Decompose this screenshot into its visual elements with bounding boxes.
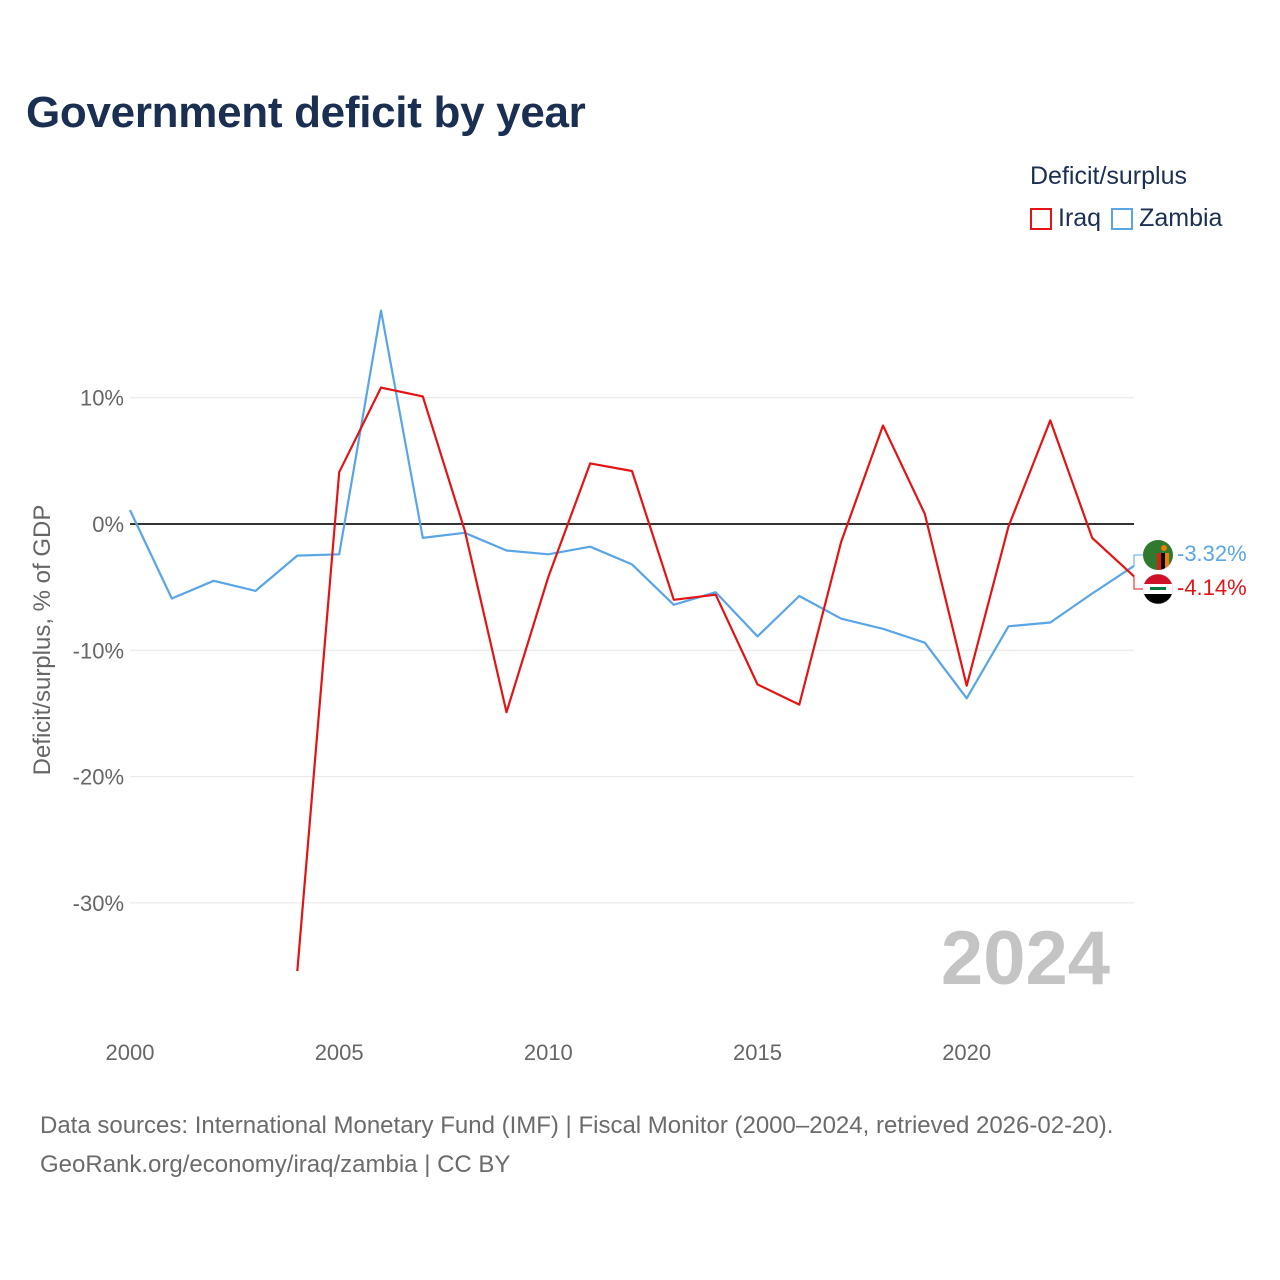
end-markers: -3.32% -4.14%	[1133, 540, 1247, 605]
footer: Data sources: International Monetary Fun…	[40, 1106, 1113, 1184]
series-line-iraq	[296, 386, 1135, 972]
y-axis-ticks: 10% 0% -10% -20% -30%	[73, 386, 124, 916]
legend-label-iraq: Iraq	[1058, 204, 1102, 232]
y-tick-label: 0%	[92, 512, 124, 537]
legend-title: Deficit/surplus	[1030, 162, 1187, 190]
y-tick-label: 10%	[80, 386, 124, 411]
end-label-iraq: -4.14%	[1177, 575, 1247, 600]
legend-swatch-zambia	[1111, 207, 1134, 230]
grid-lines	[130, 397, 1134, 904]
y-tick-label: -30%	[73, 891, 124, 916]
series-line-zambia	[129, 309, 1135, 700]
x-tick-label: 2010	[524, 1040, 573, 1065]
end-label-zambia: -3.32%	[1177, 541, 1247, 566]
y-axis-label: Deficit/surplus, % of GDP	[29, 505, 56, 776]
legend-swatch-iraq	[1030, 207, 1052, 230]
year-watermark: 2024	[941, 916, 1110, 1001]
x-tick-label: 2000	[106, 1040, 155, 1065]
chart-title: Government deficit by year	[26, 88, 586, 137]
legend-item-iraq[interactable]: Iraq	[1030, 204, 1101, 233]
legend: Iraq Zambia	[1030, 204, 1222, 233]
legend-label-zambia: Zambia	[1139, 204, 1223, 232]
leader-line-zambia	[1133, 554, 1143, 566]
x-axis-ticks: 2000 2005 2010 2015 2020	[106, 1040, 992, 1065]
x-tick-label: 2020	[942, 1040, 991, 1065]
chart-area: 10% 0% -10% -20% -30% 2000 2005 2010 2015 2020 2…	[29, 309, 1247, 1065]
y-tick-label: -10%	[73, 638, 124, 663]
legend-item-zambia[interactable]: Zambia	[1111, 204, 1222, 233]
leader-line-iraq	[1133, 576, 1143, 590]
footer-attribution[interactable]: GeoRank.org/economy/iraq/zambia | CC BY	[40, 1151, 511, 1178]
footer-sources: Data sources: International Monetary Fun…	[40, 1112, 1114, 1139]
iraq-flag-icon	[1142, 573, 1174, 605]
zambia-flag-icon	[1143, 540, 1173, 570]
series-lines	[129, 309, 1135, 972]
y-tick-label: -20%	[73, 765, 124, 790]
x-tick-label: 2015	[733, 1040, 782, 1065]
x-tick-label: 2005	[315, 1040, 364, 1065]
